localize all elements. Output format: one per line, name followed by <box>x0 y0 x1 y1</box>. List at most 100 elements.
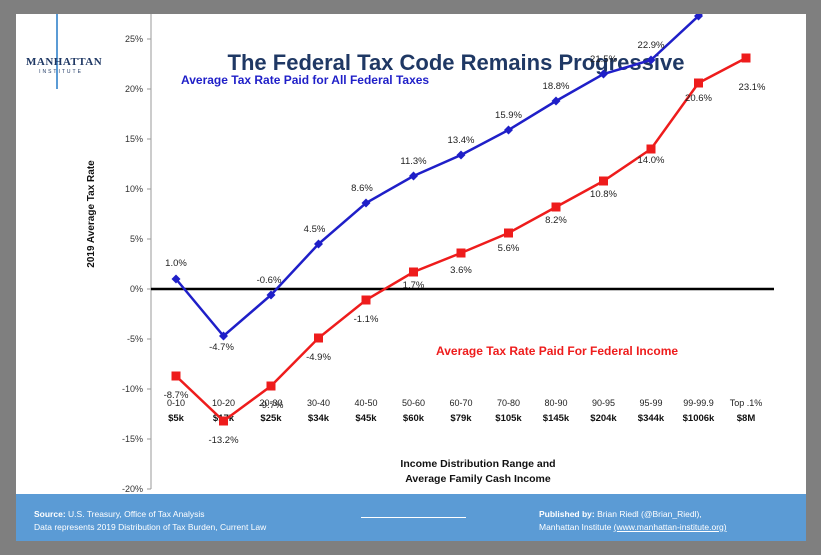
income-tax-point <box>456 248 466 258</box>
x-tick-range-label: 50-60 <box>402 398 425 408</box>
income-tax-series-line <box>175 56 747 423</box>
income-tax-data-label: 1.7% <box>403 280 425 291</box>
income-tax-data-label: 10.8% <box>590 189 617 200</box>
y-tick-label: 25% <box>125 34 143 44</box>
income-tax-data-label: -13.2% <box>208 435 239 446</box>
income-tax-point <box>171 371 181 381</box>
income-tax-series-name: Average Tax Rate Paid For Federal Income <box>436 344 678 358</box>
x-tick-range-label: 95-99 <box>639 398 662 408</box>
all-taxes-point <box>504 125 513 135</box>
published-label: Published by: <box>539 509 595 519</box>
y-tick-label: 10% <box>125 184 143 194</box>
x-tick-income-label: $60k <box>403 413 425 424</box>
x-tick-range-label: 80-90 <box>544 398 567 408</box>
all-taxes-series-line <box>175 14 704 338</box>
income-tax-data-label: -8.7% <box>164 390 189 401</box>
source-block: Source: U.S. Treasury, Office of Tax Ana… <box>34 508 266 534</box>
x-tick-range-label: 0-10 <box>167 398 185 408</box>
income-tax-data-label: 20.6% <box>685 93 712 104</box>
x-tick-income-label: $105k <box>495 413 522 424</box>
all-taxes-data-label: 1.0% <box>165 258 187 269</box>
all-taxes-data-label: 18.8% <box>543 81 570 92</box>
footer: Source: U.S. Treasury, Office of Tax Ana… <box>16 494 806 541</box>
all-taxes-point <box>456 150 466 160</box>
all-taxes-point <box>171 274 181 284</box>
all-taxes-point <box>551 96 561 106</box>
source-label: Source: <box>34 509 66 519</box>
income-tax-point <box>741 53 751 63</box>
x-tick-range-label: 40-50 <box>354 398 377 408</box>
all-taxes-point <box>694 14 703 21</box>
income-tax-point <box>314 333 323 343</box>
all-taxes-data-label: -0.6% <box>257 275 282 286</box>
all-taxes-point <box>409 171 418 181</box>
income-tax-point <box>409 267 418 277</box>
x-tick-range-label: Top .1% <box>730 398 763 408</box>
income-tax-data-label: 23.1% <box>739 82 766 93</box>
org-text: Manhattan Institute <box>539 522 612 532</box>
manhattan-institute-logo: MANHATTAN INSTITUTE <box>26 56 102 75</box>
income-tax-point <box>361 295 371 305</box>
y-tick-label: 5% <box>130 234 143 244</box>
x-tick-range-label: 60-70 <box>449 398 472 408</box>
y-tick-label: 15% <box>125 134 143 144</box>
all-taxes-data-label: 8.6% <box>351 183 373 194</box>
income-tax-point <box>219 416 228 426</box>
income-tax-data-label: -4.9% <box>306 352 331 363</box>
all-taxes-series-name: Average Tax Rate Paid for All Federal Ta… <box>181 73 429 87</box>
source-note: Data represents 2019 Distribution of Tax… <box>34 522 267 532</box>
all-taxes-data-label: 13.4% <box>448 135 475 146</box>
x-axis-title-line2: Average Family Cash Income <box>405 473 551 485</box>
all-taxes-point <box>646 55 656 65</box>
y-tick-label: -10% <box>122 384 143 394</box>
x-tick-range-label: 70-80 <box>497 398 520 408</box>
published-block: Published by: Brian Riedl (@Brian_Riedl)… <box>539 508 727 534</box>
income-tax-point <box>504 228 513 238</box>
line-chart: 35%30%25%20%15%10%5%0%-5%-10%-15%-20%201… <box>86 14 774 494</box>
income-tax-point <box>694 78 703 88</box>
x-axis-title-line1: Income Distribution Range and <box>400 458 555 470</box>
x-tick-range-label: 10-20 <box>212 398 235 408</box>
y-axis-title: 2019 Average Tax Rate <box>86 160 97 268</box>
x-tick-range-label: 90-95 <box>592 398 615 408</box>
all-taxes-data-label: 15.9% <box>495 110 522 121</box>
logo-subtitle: INSTITUTE <box>39 69 83 75</box>
all-taxes-point <box>219 331 228 341</box>
org-link[interactable]: (www.manhattan-institute.org) <box>613 522 727 532</box>
income-tax-data-label: 14.0% <box>638 155 665 166</box>
footer-divider <box>361 517 466 518</box>
all-taxes-point <box>599 69 608 79</box>
y-tick-label: 20% <box>125 84 143 94</box>
x-tick-income-label: $45k <box>355 413 377 424</box>
x-tick-income-label: $344k <box>638 413 665 424</box>
all-taxes-point <box>314 239 323 249</box>
x-tick-income-label: $204k <box>590 413 617 424</box>
all-taxes-data-label: -4.7% <box>209 342 234 353</box>
y-tick-label: -15% <box>122 434 143 444</box>
chart-title: The Federal Tax Code Remains Progressive <box>227 50 685 75</box>
x-tick-range-label: 30-40 <box>307 398 330 408</box>
income-tax-point <box>599 176 608 186</box>
income-tax-point <box>646 144 656 154</box>
all-taxes-point <box>361 198 371 208</box>
x-tick-range-label: 99-99.9 <box>683 398 714 408</box>
all-taxes-point <box>266 290 276 300</box>
source-text: U.S. Treasury, Office of Tax Analysis <box>68 509 205 519</box>
y-tick-label: -20% <box>122 484 143 494</box>
all-taxes-data-label: 22.9% <box>638 40 665 51</box>
published-text: Brian Riedl (@Brian_Riedl), <box>597 509 702 519</box>
brand-divider <box>56 14 58 89</box>
all-taxes-data-label: 4.5% <box>304 224 326 235</box>
y-tick-label: -5% <box>127 334 143 344</box>
income-tax-data-label: 5.6% <box>498 243 520 254</box>
x-tick-income-label: $5k <box>168 413 185 424</box>
x-tick-income-label: $1006k <box>683 413 715 424</box>
slide: MANHATTAN INSTITUTE The Federal Tax Code… <box>16 14 806 541</box>
x-tick-income-label: $25k <box>260 413 282 424</box>
x-tick-income-label: $8M <box>737 413 756 424</box>
all-taxes-data-label: 11.3% <box>400 156 427 167</box>
income-tax-data-label: -9.7% <box>259 400 284 411</box>
x-tick-income-label: $79k <box>450 413 472 424</box>
income-tax-data-label: -1.1% <box>354 314 379 325</box>
x-tick-income-label: $34k <box>308 413 330 424</box>
